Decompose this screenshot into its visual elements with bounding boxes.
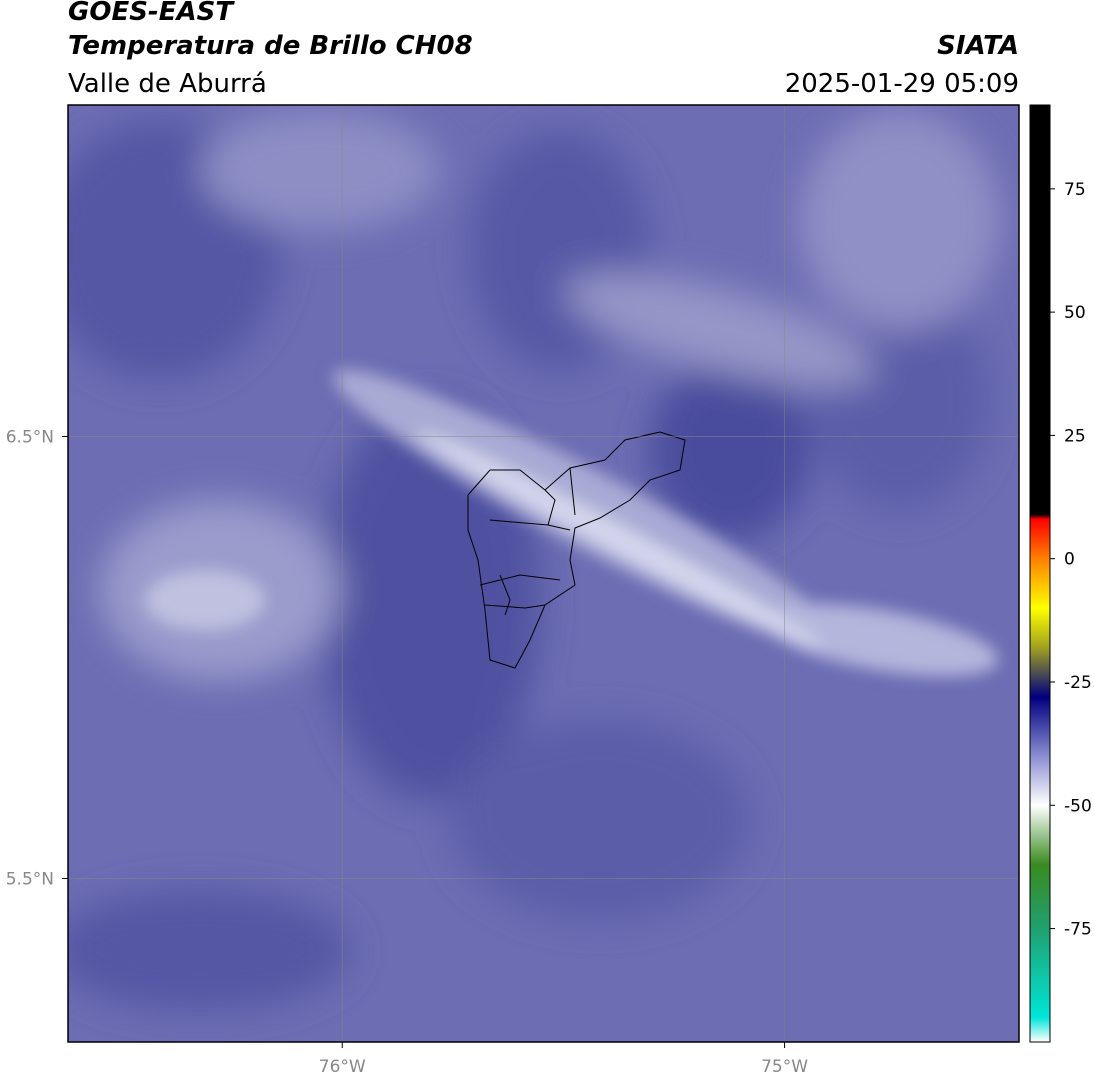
colorbar [1029,104,1051,1043]
colorbar-tick-label: -50 [1064,796,1092,816]
colorbar-tick-label: 75 [1064,180,1086,200]
colorbar-tick-label: 0 [1064,550,1075,570]
subtitle: Temperatura de Brillo CH08 [68,31,473,61]
datetime: 2025-01-29 05:09 [785,69,1019,99]
satellite-image [68,105,1019,1042]
y-tick-label: 6.5°N [6,427,54,447]
colorbar-tick-label: -25 [1064,673,1092,693]
y-tick-label: 5.5°N [6,869,54,889]
title: GOES-EAST [68,0,235,27]
map-frame [67,104,1020,1043]
colorbar-tick-label: -75 [1064,920,1092,940]
x-tick-label: 76°W [319,1057,366,1077]
region: Valle de Aburrá [68,69,267,99]
colorbar-tick-label: 25 [1064,426,1086,446]
x-tick-label: 75°W [761,1057,808,1077]
source: SIATA [937,31,1019,61]
municipal-boundaries [467,431,686,669]
colorbar-tick-label: 50 [1064,303,1086,323]
